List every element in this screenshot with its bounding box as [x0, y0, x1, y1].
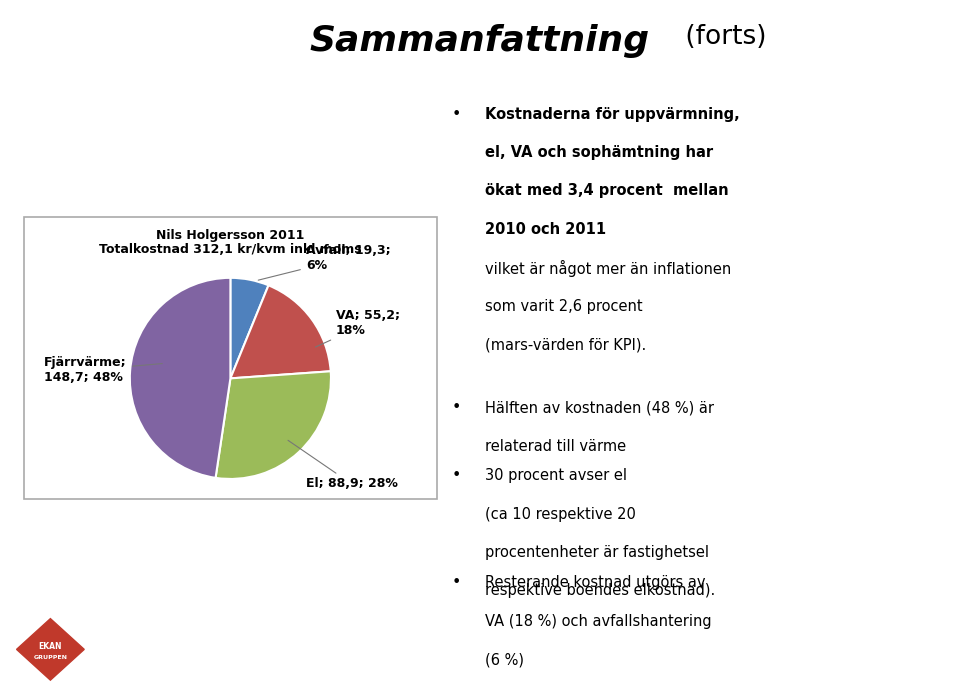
Text: El; 88,9; 28%: El; 88,9; 28% — [288, 440, 397, 491]
Text: Fjärrvärme;
148,7; 48%: Fjärrvärme; 148,7; 48% — [44, 356, 162, 384]
Text: VA (18 %) och avfallshantering: VA (18 %) och avfallshantering — [486, 614, 712, 629]
Text: respektive boendes elkostnad).: respektive boendes elkostnad). — [486, 584, 716, 598]
Text: VA; 55,2;
18%: VA; 55,2; 18% — [316, 309, 400, 347]
Text: EKAN: EKAN — [38, 641, 62, 650]
Text: •: • — [451, 107, 461, 121]
Wedge shape — [230, 285, 330, 378]
Text: (mars-värden för KPI).: (mars-värden för KPI). — [486, 337, 647, 352]
Wedge shape — [130, 278, 230, 478]
Text: (ca 10 respektive 20: (ca 10 respektive 20 — [486, 506, 636, 522]
Text: •: • — [451, 575, 461, 590]
Wedge shape — [230, 278, 269, 378]
Text: som varit 2,6 procent: som varit 2,6 procent — [486, 298, 643, 313]
Text: (6 %): (6 %) — [486, 652, 524, 667]
Text: Hälften av kostnaden (48 %) är: Hälften av kostnaden (48 %) är — [486, 400, 714, 415]
Text: Kostnaderna för uppvärmning,: Kostnaderna för uppvärmning, — [486, 107, 740, 121]
Text: Totalkostnad 312,1 kr/kvm inkl moms: Totalkostnad 312,1 kr/kvm inkl moms — [99, 243, 362, 256]
Text: relaterad till värme: relaterad till värme — [486, 439, 627, 454]
Text: ökat med 3,4 procent  mellan: ökat med 3,4 procent mellan — [486, 183, 729, 198]
Wedge shape — [216, 371, 331, 479]
Text: Sammanfattning: Sammanfattning — [310, 24, 650, 58]
Text: Resterande kostnad utgörs av: Resterande kostnad utgörs av — [486, 575, 706, 590]
Text: •: • — [451, 468, 461, 483]
Text: GRUPPEN: GRUPPEN — [34, 655, 67, 660]
Text: el, VA och sophämtning har: el, VA och sophämtning har — [486, 145, 713, 160]
Text: procentenheter är fastighetsel: procentenheter är fastighetsel — [486, 545, 709, 560]
Text: 30 procent avser el: 30 procent avser el — [486, 468, 628, 483]
Polygon shape — [16, 619, 84, 680]
Text: Nils Holgersson 2011: Nils Holgersson 2011 — [156, 229, 304, 242]
Text: Avfall; 19,3;
6%: Avfall; 19,3; 6% — [258, 244, 391, 280]
Text: vilket är något mer än inflationen: vilket är något mer än inflationen — [486, 260, 732, 277]
Text: (forts): (forts) — [677, 24, 766, 50]
Text: •: • — [451, 400, 461, 415]
Text: 2010 och 2011: 2010 och 2011 — [486, 222, 607, 237]
